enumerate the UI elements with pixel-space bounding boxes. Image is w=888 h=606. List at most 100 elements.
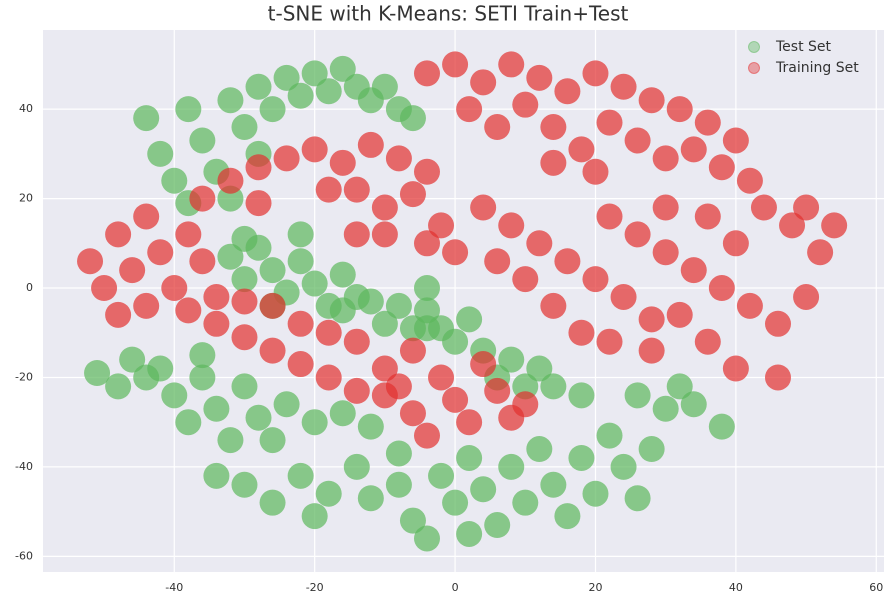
- point: [287, 310, 314, 337]
- point: [666, 301, 693, 328]
- point: [245, 73, 272, 100]
- point: [385, 292, 412, 319]
- point: [470, 476, 497, 503]
- point: [259, 96, 286, 123]
- point: [273, 64, 300, 91]
- point: [343, 221, 370, 248]
- point: [329, 149, 356, 176]
- point: [512, 391, 539, 418]
- point: [343, 377, 370, 404]
- point: [624, 485, 651, 512]
- point: [231, 114, 258, 141]
- point: [540, 149, 567, 176]
- point: [596, 422, 623, 449]
- point: [456, 306, 483, 333]
- point: [231, 373, 258, 400]
- point: [399, 507, 426, 534]
- point: [736, 167, 763, 194]
- point: [582, 266, 609, 293]
- legend-marker: [748, 41, 760, 53]
- point: [357, 485, 384, 512]
- point: [680, 136, 707, 163]
- point: [217, 243, 244, 270]
- point: [119, 257, 146, 284]
- point: [484, 114, 511, 141]
- point: [329, 261, 356, 288]
- point: [399, 400, 426, 427]
- point: [582, 158, 609, 185]
- point: [133, 203, 160, 230]
- point: [666, 373, 693, 400]
- point: [596, 328, 623, 355]
- x-tick-label: 0: [452, 581, 459, 594]
- point: [231, 324, 258, 351]
- point: [413, 315, 440, 342]
- point: [652, 239, 679, 266]
- legend-label: Training Set: [775, 60, 859, 76]
- point: [371, 73, 398, 100]
- points: [77, 51, 848, 552]
- point: [231, 288, 258, 315]
- point: [161, 382, 188, 409]
- point: [105, 373, 132, 400]
- point: [189, 248, 216, 275]
- point: [189, 185, 216, 212]
- point: [680, 257, 707, 284]
- point: [217, 167, 244, 194]
- point: [315, 176, 342, 203]
- x-tick-label: 20: [588, 581, 602, 594]
- point: [301, 270, 328, 297]
- point: [807, 239, 834, 266]
- point: [413, 60, 440, 87]
- point: [329, 297, 356, 324]
- point: [610, 453, 637, 480]
- point: [161, 275, 188, 302]
- legend-marker: [748, 62, 760, 74]
- point: [175, 96, 202, 123]
- point: [161, 167, 188, 194]
- point: [105, 221, 132, 248]
- point: [385, 145, 412, 172]
- point: [133, 105, 160, 132]
- point: [371, 221, 398, 248]
- x-tick-label: 40: [729, 581, 743, 594]
- point: [245, 190, 272, 217]
- point: [287, 82, 314, 109]
- point: [259, 489, 286, 516]
- point: [498, 453, 525, 480]
- point: [329, 55, 356, 82]
- point: [596, 109, 623, 136]
- point: [708, 154, 735, 181]
- point: [498, 346, 525, 373]
- point: [512, 489, 539, 516]
- point: [413, 297, 440, 324]
- y-tick-label: -20: [15, 370, 33, 383]
- point: [512, 266, 539, 293]
- point: [764, 364, 791, 391]
- point: [119, 346, 146, 373]
- point: [203, 283, 230, 310]
- point: [638, 337, 665, 364]
- point: [91, 275, 118, 302]
- point: [189, 127, 216, 154]
- point: [638, 87, 665, 114]
- point: [357, 413, 384, 440]
- point: [315, 364, 342, 391]
- x-tick-label: 60: [869, 581, 883, 594]
- point: [624, 221, 651, 248]
- point: [371, 355, 398, 382]
- point: [203, 395, 230, 422]
- point: [301, 136, 328, 163]
- point: [287, 351, 314, 378]
- point: [371, 194, 398, 221]
- point: [442, 489, 469, 516]
- grid: [43, 30, 884, 572]
- point: [231, 225, 258, 252]
- point: [624, 127, 651, 154]
- point: [217, 87, 244, 114]
- point: [526, 230, 553, 257]
- point: [526, 64, 553, 91]
- point: [498, 212, 525, 239]
- point: [371, 310, 398, 337]
